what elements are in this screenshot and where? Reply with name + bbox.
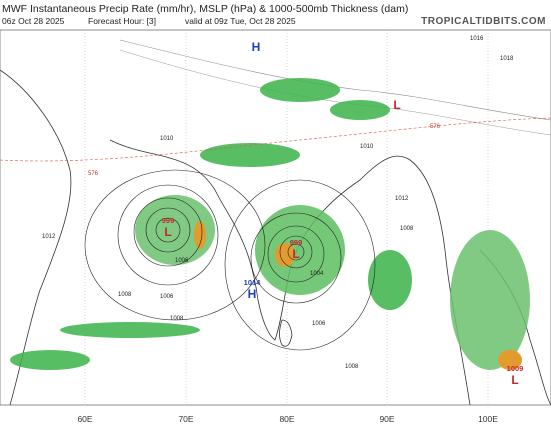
- isobar-label: 1008: [345, 364, 359, 370]
- isobar-label: 1012: [395, 196, 409, 202]
- longitude-label: 80E: [279, 414, 294, 424]
- labels: 60E 70E 80E 90E 100E999L999L1014H1009LLH1008…: [42, 36, 523, 424]
- watermark: TROPICALTIDBITS.COM: [421, 16, 546, 27]
- title: MWF Instantaneous Precip Rate (mm/hr), M…: [2, 3, 408, 15]
- thickness-label: 576: [430, 124, 441, 130]
- center-letter: L: [292, 247, 299, 261]
- thickness-label: 576: [88, 171, 99, 177]
- init-time: 06z Oct 28 2025: [2, 16, 65, 26]
- center-letter: L: [393, 98, 400, 112]
- center-value: 999: [290, 238, 303, 247]
- isobar-label: 1004: [310, 271, 324, 277]
- longitude-label: 70E: [178, 414, 193, 424]
- isobar-label: 1018: [500, 56, 514, 62]
- center-letter: L: [511, 373, 518, 387]
- isobar-label: 1008: [400, 226, 414, 232]
- isobar-label: 1012: [42, 234, 56, 240]
- header-band: [0, 0, 551, 29]
- center-value: 999: [162, 216, 175, 225]
- center-value: 1009: [507, 364, 524, 373]
- center-value: 1014: [244, 278, 262, 287]
- isobar-label: 1006: [175, 258, 189, 264]
- isobar-label: 1006: [160, 294, 174, 300]
- longitude-label: 60E: [77, 414, 92, 424]
- center-letter: H: [248, 287, 257, 301]
- forecast-hour: Forecast Hour: [3]: [88, 16, 156, 26]
- isobar-label: 1006: [312, 321, 326, 327]
- isobar-label: 1010: [360, 144, 374, 150]
- center-letter: L: [164, 225, 171, 239]
- isobar-label: 1008: [170, 316, 184, 322]
- center-letter: H: [252, 40, 261, 54]
- longitude-label: 90E: [379, 414, 394, 424]
- isobar-label: 1008: [118, 292, 132, 298]
- longitude-label: 100E: [478, 414, 498, 424]
- isobar-label: 1010: [160, 136, 174, 142]
- map-area: [0, 29, 551, 406]
- valid-time: valid at 09z Tue, Oct 28 2025: [185, 16, 296, 26]
- isobar-label: 1016: [470, 36, 484, 42]
